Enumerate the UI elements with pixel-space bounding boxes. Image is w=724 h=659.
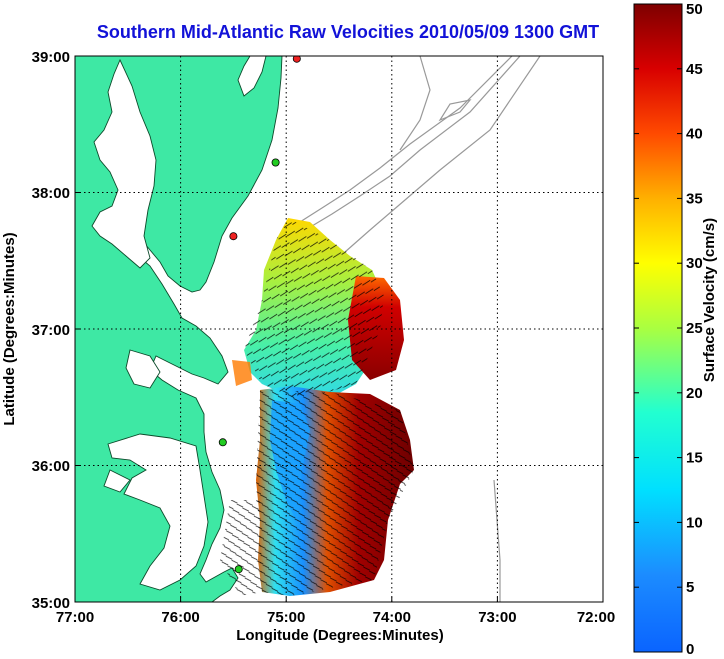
station-marker — [271, 158, 280, 167]
y-tick-label: 35:00 — [32, 595, 70, 612]
colorbar-tick-label: 0 — [686, 641, 694, 658]
colorbar-tick-label: 45 — [686, 61, 703, 78]
colorbar-tick-label: 20 — [686, 385, 703, 402]
colorbar — [633, 3, 683, 653]
y-tick-label: 36:00 — [32, 458, 70, 475]
x-tick-label: 75:00 — [267, 609, 305, 626]
station-marker — [229, 232, 238, 241]
x-axis-label: Longitude (Degrees:Minutes) — [236, 627, 444, 644]
station-marker — [218, 438, 227, 447]
x-tick-label: 76:00 — [161, 609, 199, 626]
y-axis-label: Latitude (Degrees:Minutes) — [1, 232, 18, 425]
y-tick-label: 38:00 — [32, 185, 70, 202]
x-tick-label: 74:00 — [373, 609, 411, 626]
y-tick-label: 39:00 — [32, 49, 70, 66]
colorbar-label: Surface Velocity (cm/s) — [701, 218, 718, 382]
colorbar-tick-label: 35 — [686, 190, 703, 207]
map-title: Southern Mid-Atlantic Raw Velocities 201… — [96, 22, 600, 42]
colorbar-tick-label: 50 — [686, 1, 703, 18]
station-markers — [218, 56, 301, 574]
colorbar-tick-label: 25 — [686, 320, 703, 337]
x-tick-label: 73:00 — [478, 609, 516, 626]
colorbar-tick-label: 10 — [686, 514, 703, 531]
y-tick-label: 37:00 — [32, 322, 70, 339]
map-grid — [75, 56, 603, 602]
station-marker — [292, 56, 301, 63]
colorbar-tick-label: 30 — [686, 255, 703, 272]
colorbar-tick-label: 40 — [686, 126, 703, 143]
x-tick-label: 77:00 — [56, 609, 94, 626]
velocity-field — [220, 218, 414, 596]
colorbar-tick-label: 15 — [686, 450, 703, 467]
x-tick-label: 72:00 — [577, 609, 615, 626]
colorbar-tick-label: 5 — [686, 579, 694, 596]
station-marker — [234, 565, 243, 574]
